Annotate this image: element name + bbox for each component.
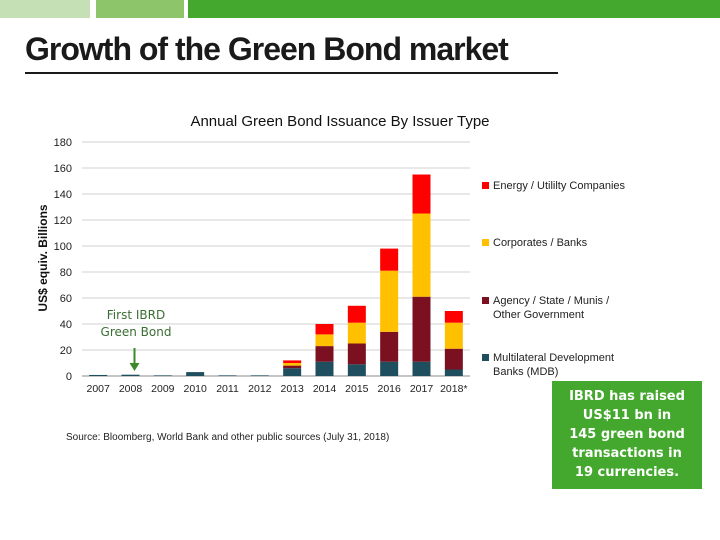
bar-segment xyxy=(315,346,334,362)
bar-segment xyxy=(315,361,334,376)
bar-segment xyxy=(153,375,172,376)
bar-segment xyxy=(412,213,431,297)
y-tick-label: 60 xyxy=(60,293,72,305)
bar-segment xyxy=(444,348,463,370)
bar-segment xyxy=(89,374,108,376)
legend-swatch xyxy=(482,354,489,361)
annotation-text: First IBRD xyxy=(107,308,165,322)
bar-segment xyxy=(315,334,334,347)
bar-segment xyxy=(283,363,302,366)
legend-label: Multilateral Development xyxy=(493,352,614,364)
bar-segment xyxy=(347,364,366,376)
y-tick-label: 80 xyxy=(60,267,72,279)
bar-segment xyxy=(444,311,463,323)
bar-segment xyxy=(121,374,140,376)
y-tick-label: 40 xyxy=(60,319,72,331)
bar-segment xyxy=(444,322,463,349)
bar-segment xyxy=(283,360,302,363)
source-note: Source: Bloomberg, World Bank and other … xyxy=(66,432,390,443)
bar-segment xyxy=(186,372,205,376)
bar-segment xyxy=(412,174,431,214)
x-tick-label: 2008 xyxy=(119,383,143,395)
y-tick-label: 180 xyxy=(54,137,72,149)
x-tick-label: 2012 xyxy=(248,383,272,395)
legend-label: Energy / Utililty Companies xyxy=(493,180,626,192)
page-title: Growth of the Green Bond market xyxy=(25,31,509,67)
annotation-arrow-head xyxy=(129,363,140,371)
x-tick-label: 2009 xyxy=(151,383,175,395)
x-tick-label: 2007 xyxy=(86,383,110,395)
callout-line: 145 green bond xyxy=(569,427,685,442)
bar-segment xyxy=(315,324,334,335)
title-underline xyxy=(25,72,558,74)
legend-label: Agency / State / Munis / xyxy=(493,295,610,307)
legend-label: Corporates / Banks xyxy=(493,237,588,249)
bar-segment xyxy=(412,361,431,376)
x-tick-label: 2016 xyxy=(377,383,401,395)
callout-line: US$11 bn in xyxy=(582,408,672,423)
bar-segment xyxy=(380,248,399,271)
callout-line: IBRD has raised xyxy=(569,389,685,404)
legend-label: Other Government xyxy=(493,309,584,321)
x-tick-label: 2018* xyxy=(440,383,467,395)
x-tick-label: 2017 xyxy=(410,383,434,395)
chart-title: Annual Green Bond Issuance By Issuer Typ… xyxy=(190,113,490,130)
legend-swatch xyxy=(482,182,489,189)
legend-swatch xyxy=(482,297,489,304)
bar-segment xyxy=(380,331,399,362)
y-tick-label: 140 xyxy=(54,189,72,201)
callout-line: transactions in xyxy=(572,446,682,461)
bar-segment xyxy=(283,365,302,369)
bar-segment xyxy=(380,270,399,332)
x-tick-label: 2011 xyxy=(216,383,239,395)
bar-segment xyxy=(412,296,431,362)
bar-segment xyxy=(283,368,302,376)
callout-line: 19 currencies. xyxy=(574,465,680,480)
annotation-text: Green Bond xyxy=(101,325,172,339)
x-tick-label: 2010 xyxy=(183,383,207,395)
y-tick-label: 120 xyxy=(54,215,72,227)
x-tick-label: 2015 xyxy=(345,383,369,395)
y-tick-label: 0 xyxy=(66,371,72,383)
y-tick-label: 160 xyxy=(54,163,72,175)
ibrd-callout-box: IBRD has raised US$11 bn in 145 green bo… xyxy=(552,381,702,489)
bar-segment xyxy=(347,322,366,344)
y-axis-label: US$ equiv. Billions xyxy=(36,204,50,311)
y-tick-label: 100 xyxy=(54,241,72,253)
bar-segment xyxy=(347,343,366,365)
header-accent-bar xyxy=(96,0,184,18)
bar-segment xyxy=(380,361,399,376)
legend-label: Banks (MDB) xyxy=(493,366,558,378)
header-accent-bar xyxy=(0,0,90,18)
bar-segment xyxy=(347,305,366,323)
bar-segment xyxy=(250,375,269,376)
bar-segment xyxy=(444,369,463,376)
header-accent-bar xyxy=(188,0,720,18)
x-tick-label: 2013 xyxy=(280,383,304,395)
legend-swatch xyxy=(482,239,489,246)
bar-segment xyxy=(218,375,237,376)
x-tick-label: 2014 xyxy=(313,383,337,395)
y-tick-label: 20 xyxy=(60,345,72,357)
